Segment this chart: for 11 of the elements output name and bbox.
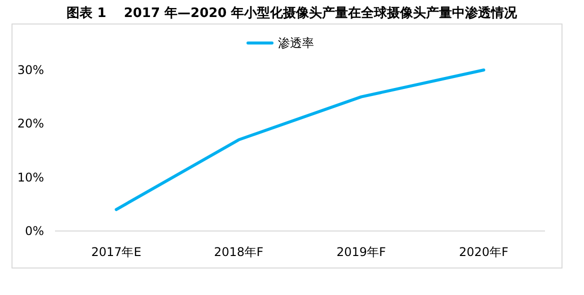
y-tick-label: 20% bbox=[17, 116, 44, 131]
line-series bbox=[114, 68, 486, 212]
x-tick-label: 2018年F bbox=[214, 245, 264, 259]
y-tick-label: 10% bbox=[17, 170, 44, 184]
y-tick-label: 30% bbox=[17, 63, 44, 77]
y-tick-label: 0% bbox=[24, 224, 44, 238]
x-tick-label: 2017年E bbox=[91, 245, 142, 259]
legend-label: 渗透率 bbox=[278, 36, 314, 50]
chart-title: 图表 1 2017 年—2020 年小型化摄像头产量在全球摄像头产量中渗透情况 bbox=[66, 5, 518, 21]
x-tick-label: 2020年F bbox=[459, 245, 509, 259]
x-tick-label: 2019年F bbox=[336, 245, 386, 259]
